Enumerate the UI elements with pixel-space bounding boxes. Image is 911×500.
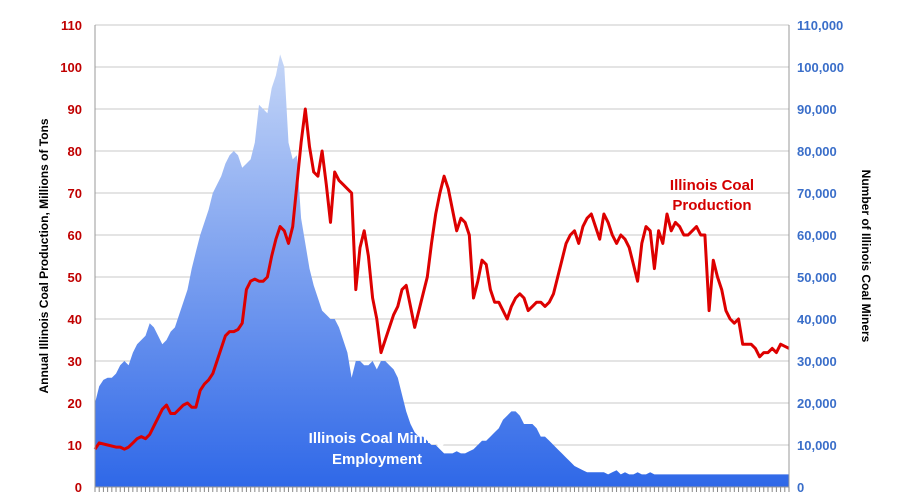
right-tick-label: 40,000 xyxy=(797,312,837,327)
right-axis-label: Number of Illinois Coal Miners xyxy=(859,170,873,343)
left-tick-label: 70 xyxy=(68,186,82,201)
left-tick-label: 110 xyxy=(61,18,82,33)
left-tick-label: 30 xyxy=(68,354,82,369)
left-axis-tick-labels: 0 10 20 30 40 50 60 70 80 90 100 110 xyxy=(60,18,82,495)
employment-annotation-line-1: Illinois Coal Mining xyxy=(309,430,446,447)
right-tick-label: 80,000 xyxy=(797,144,837,159)
left-tick-label: 10 xyxy=(68,438,82,453)
left-tick-label: 50 xyxy=(68,270,82,285)
left-tick-label: 60 xyxy=(68,228,82,243)
right-tick-label: 0 xyxy=(797,480,804,495)
production-annotation-line-1: Illinois Coal xyxy=(670,177,754,194)
production-line xyxy=(93,107,790,451)
right-tick-label: 60,000 xyxy=(797,228,837,243)
right-tick-label: 90,000 xyxy=(797,102,837,117)
left-tick-label: 40 xyxy=(68,312,82,327)
x-axis-ticks xyxy=(94,487,790,492)
right-axis-tick-labels: 0 10,000 20,000 30,000 40,000 50,000 60,000 70,… xyxy=(797,18,844,495)
right-tick-label: 30,000 xyxy=(797,354,837,369)
left-axis-label: Annual Illinois Coal Production, Million… xyxy=(37,118,51,393)
left-tick-label: 90 xyxy=(68,102,82,117)
left-tick-label: 0 xyxy=(75,480,82,495)
right-tick-label: 10,000 xyxy=(797,438,837,453)
right-tick-label: 70,000 xyxy=(797,186,837,201)
right-tick-label: 100,000 xyxy=(797,60,844,75)
left-tick-label: 100 xyxy=(60,60,82,75)
employment-area xyxy=(95,54,789,488)
right-tick-label: 50,000 xyxy=(797,270,837,285)
production-annotation-line-2: Production xyxy=(672,197,751,214)
right-tick-label: 20,000 xyxy=(797,396,837,411)
employment-annotation-line-2: Employment xyxy=(332,451,422,468)
left-tick-label: 80 xyxy=(68,144,82,159)
left-tick-label: 20 xyxy=(68,396,82,411)
right-tick-label: 110,000 xyxy=(797,18,843,33)
